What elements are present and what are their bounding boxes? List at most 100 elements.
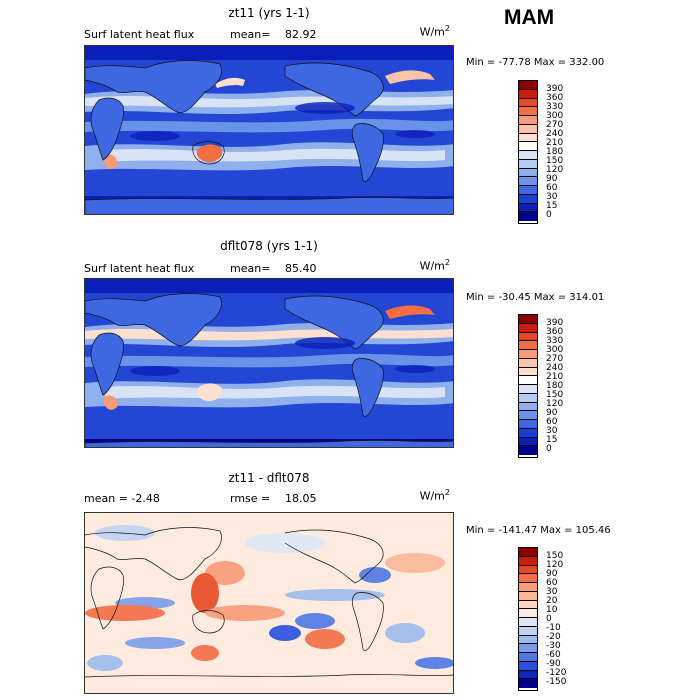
panel3-colorbar: [518, 547, 538, 691]
colorbar-swatch: [519, 332, 537, 342]
colorbar-swatch: [519, 626, 537, 636]
colorbar-tick-label: 150: [546, 155, 564, 166]
colorbar-tick-label: 10: [546, 604, 558, 615]
panel1-variable-label: Surf latent heat flux: [84, 28, 195, 41]
colorbar-swatch: [519, 446, 537, 455]
panel3-mean-text: mean = -2.48: [84, 492, 160, 505]
colorbar-swatch: [519, 168, 537, 178]
colorbar-tick-label: 360: [546, 326, 564, 337]
colorbar-tick-label: 180: [546, 380, 564, 391]
panel1-map-svg: [85, 46, 453, 214]
colorbar-tick-label: 60: [546, 416, 558, 427]
panel2-units: W/m2: [419, 258, 450, 273]
panel2-title: dflt078 (yrs 1-1): [220, 239, 318, 253]
colorbar-tick-label: 30: [546, 425, 558, 436]
colorbar-swatch: [519, 556, 537, 566]
panel3-units: W/m2: [419, 488, 450, 503]
colorbar-swatch: [519, 565, 537, 575]
colorbar-tick-label: 90: [546, 568, 558, 579]
colorbar-tick-label: 30: [546, 586, 558, 597]
colorbar-tick-label: 120: [546, 398, 564, 409]
panel1-map: [84, 45, 454, 215]
colorbar-tick-label: 90: [546, 173, 558, 184]
colorbar-swatch: [519, 393, 537, 403]
panel1-colorbar: [518, 80, 538, 224]
panel3-map-svg: [85, 513, 453, 693]
colorbar-tick-label: 300: [546, 344, 564, 355]
colorbar-tick-label: 0: [546, 443, 552, 454]
colorbar-tick-label: 330: [546, 101, 564, 112]
panel2-map-svg: [85, 279, 453, 447]
colorbar-tick-label: -60: [546, 649, 561, 660]
colorbar-swatch: [519, 376, 537, 385]
panel3-title: zt11 - dflt078: [228, 471, 310, 485]
colorbar-tick-label: -30: [546, 640, 561, 651]
colorbar-swatch: [519, 358, 537, 368]
colorbar-swatch: [519, 203, 537, 213]
colorbar-tick-label: -120: [546, 667, 567, 678]
colorbar-swatch: [519, 323, 537, 333]
colorbar-swatch: [519, 385, 537, 394]
colorbar-swatch: [519, 98, 537, 108]
panel2-mean-value: 85.40: [285, 262, 317, 275]
colorbar-swatch: [519, 591, 537, 601]
colorbar-swatch: [519, 428, 537, 438]
colorbar-tick-label: 210: [546, 371, 564, 382]
colorbar-swatch: [519, 133, 537, 143]
panel1-mean-label: mean=: [230, 28, 271, 41]
colorbar-swatch: [519, 548, 537, 557]
panel3-rmse-label: rmse =: [230, 492, 271, 505]
colorbar-swatch: [519, 420, 537, 429]
colorbar-swatch: [519, 89, 537, 99]
colorbar-swatch: [519, 315, 537, 324]
panel3-rmse-value: 18.05: [285, 492, 317, 505]
colorbar-tick-label: 270: [546, 119, 564, 130]
panel3-map: [84, 512, 454, 694]
colorbar-swatch: [519, 116, 537, 125]
colorbar-swatch: [519, 367, 537, 377]
colorbar-swatch: [519, 341, 537, 350]
colorbar-swatch: [519, 151, 537, 160]
colorbar-tick-label: 240: [546, 128, 564, 139]
colorbar-swatch: [519, 411, 537, 420]
colorbar-swatch: [519, 186, 537, 195]
colorbar-swatch: [519, 574, 537, 583]
colorbar-tick-label: -150: [546, 676, 567, 687]
colorbar-swatch: [519, 437, 537, 447]
panel2-map: [84, 278, 454, 448]
panel2-minmax: Min = -30.45 Max = 314.01: [466, 292, 605, 303]
colorbar-swatch: [519, 609, 537, 618]
panel1-minmax: Min = -77.78 Max = 332.00: [466, 57, 605, 68]
colorbar-tick-label: 390: [546, 317, 564, 328]
panel1-title: zt11 (yrs 1-1): [228, 6, 310, 20]
panel2-colorbar: [518, 314, 538, 458]
season-label: MAM: [504, 6, 555, 29]
panel2-mean-label: mean=: [230, 262, 271, 275]
colorbar-swatch: [519, 107, 537, 116]
colorbar-swatch: [519, 212, 537, 221]
colorbar-tick-label: 180: [546, 146, 564, 157]
colorbar-tick-label: 300: [546, 110, 564, 121]
colorbar-swatch: [519, 661, 537, 671]
colorbar-tick-label: 60: [546, 577, 558, 588]
colorbar-swatch: [519, 124, 537, 134]
colorbar-swatch: [519, 142, 537, 151]
colorbar-tick-label: 90: [546, 407, 558, 418]
colorbar-swatch: [519, 402, 537, 412]
panel2-variable-label: Surf latent heat flux: [84, 262, 195, 275]
colorbar-swatch: [519, 194, 537, 204]
colorbar-tick-label: -10: [546, 622, 561, 633]
colorbar-tick-label: 15: [546, 200, 558, 211]
colorbar-swatch: [519, 177, 537, 186]
colorbar-tick-label: 210: [546, 137, 564, 148]
colorbar-tick-label: -90: [546, 658, 561, 669]
panel3-minmax: Min = -141.47 Max = 105.46: [466, 525, 611, 536]
colorbar-tick-label: 150: [546, 550, 564, 561]
colorbar-swatch: [519, 583, 537, 592]
colorbar-swatch: [519, 600, 537, 610]
colorbar-tick-label: 330: [546, 335, 564, 346]
colorbar-swatch: [519, 635, 537, 645]
colorbar-tick-label: 60: [546, 182, 558, 193]
colorbar-swatch: [519, 350, 537, 359]
colorbar-swatch: [519, 644, 537, 653]
